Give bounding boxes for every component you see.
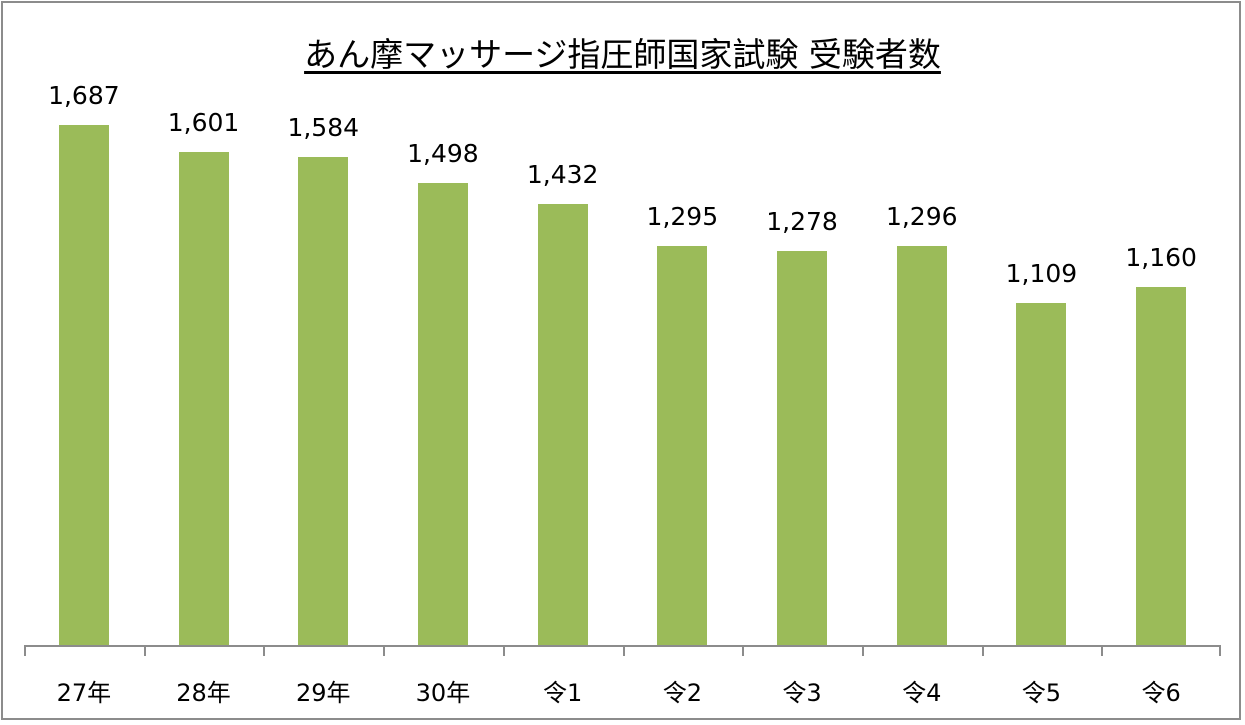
plot-area: 1,687 27年 1,601 28年 1,584 29年 1,498 30年 1,432 令1 1…	[24, 0, 1221, 725]
x-axis-label: 29年	[295, 679, 351, 707]
bar	[896, 246, 947, 645]
bar-value-label: 1,687	[48, 81, 120, 110]
chart-title: あん摩マッサージ指圧師国家試験 受験者数	[0, 28, 1245, 76]
x-axis-label: 令5	[1021, 679, 1062, 707]
bar-value-label: 1,109	[1005, 259, 1078, 288]
bar	[537, 204, 588, 645]
x-axis-tick	[383, 645, 385, 656]
bar	[417, 183, 468, 645]
bar	[657, 246, 708, 645]
x-axis-label: 28年	[176, 679, 231, 707]
x-axis-tick	[742, 645, 744, 656]
bar-value-label: 1,295	[646, 202, 719, 231]
x-axis-tick	[1101, 645, 1103, 656]
x-axis-label: 27年	[56, 679, 112, 707]
x-axis-label: 令2	[662, 679, 702, 707]
bar	[58, 125, 109, 645]
bar-value-label: 1,601	[167, 108, 240, 137]
x-axis-label: 令6	[1141, 679, 1181, 707]
bar-value-label: 1,160	[1125, 243, 1197, 272]
x-axis-tick	[24, 645, 26, 656]
bar	[1016, 303, 1067, 645]
x-axis-tick	[1219, 645, 1221, 656]
bar	[1136, 287, 1187, 645]
x-axis-label: 令3	[782, 679, 822, 707]
x-axis-tick	[263, 645, 265, 656]
bar-value-label: 1,498	[407, 139, 479, 168]
x-axis	[24, 645, 1221, 647]
bar-value-label: 1,432	[526, 160, 599, 189]
x-axis-tick	[862, 645, 864, 656]
x-axis-tick	[144, 645, 146, 656]
bar-value-label: 1,296	[885, 202, 958, 231]
bar	[178, 152, 229, 645]
bar	[298, 157, 349, 645]
x-axis-label: 30年	[415, 679, 471, 707]
bar-value-label: 1,584	[287, 113, 360, 142]
chart-title-text: あん摩マッサージ指圧師国家試験 受験者数	[304, 35, 941, 74]
x-axis-label: 令1	[543, 679, 583, 707]
bar-value-label: 1,278	[766, 207, 838, 236]
x-axis-tick	[623, 645, 625, 656]
x-axis-label: 令4	[902, 679, 942, 707]
x-axis-tick	[503, 645, 505, 656]
bar	[777, 251, 828, 645]
x-axis-tick	[982, 645, 984, 656]
